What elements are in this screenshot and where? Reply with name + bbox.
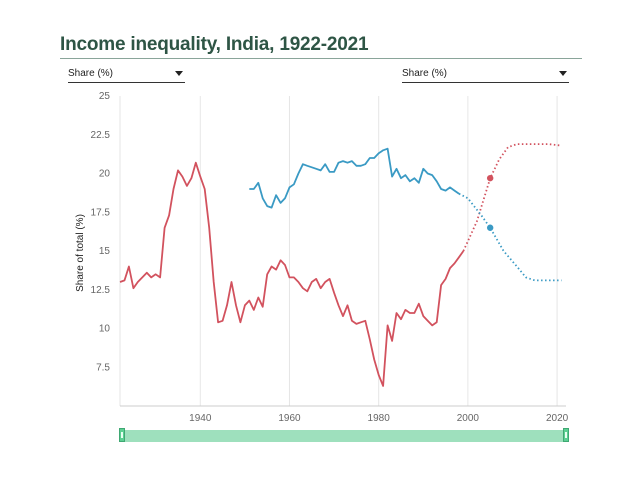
y-tick-label: 25 xyxy=(99,91,111,102)
y-tick-label: 22.5 xyxy=(91,130,111,141)
y-tick-label: 7.5 xyxy=(96,362,110,373)
y-tick-label: 10 xyxy=(99,324,111,335)
data-point-marker xyxy=(486,224,494,231)
left-dropdown-label: Share (%) xyxy=(68,68,114,79)
axes: 1940 1960 1980 2000 2020 7.5 10 12.5 15 17.5 20 22.… xyxy=(91,91,569,424)
chevron-down-icon xyxy=(559,71,567,76)
data-point-marker xyxy=(486,174,494,182)
chart-title: Income inequality, India, 1922-2021 xyxy=(60,34,369,55)
x-tick-label: 1980 xyxy=(368,413,391,424)
y-tick-label: 20 xyxy=(99,169,111,180)
range-slider-end-handle[interactable] xyxy=(563,428,569,442)
y-axis-label: Share of total (%) xyxy=(75,214,86,292)
left-metric-dropdown[interactable]: Share (%) xyxy=(68,66,185,83)
chevron-down-icon xyxy=(175,71,183,76)
x-tick-label: 2020 xyxy=(546,413,569,424)
x-tick-label: 2000 xyxy=(457,413,480,424)
y-tick-label: 12.5 xyxy=(91,285,111,296)
range-slider-start-handle[interactable] xyxy=(119,428,125,442)
series-lines xyxy=(119,143,562,387)
series-line xyxy=(119,161,465,387)
series-line xyxy=(249,147,460,209)
x-tick-label: 1940 xyxy=(189,413,212,424)
right-metric-dropdown[interactable]: Share (%) xyxy=(402,66,569,83)
right-dropdown-label: Share (%) xyxy=(402,68,448,79)
title-divider xyxy=(60,58,582,59)
range-slider-track[interactable] xyxy=(119,430,569,442)
grid-lines xyxy=(119,96,558,406)
x-tick-label: 1960 xyxy=(278,413,301,424)
dashed-series-line xyxy=(458,192,562,282)
series-markers xyxy=(486,174,494,231)
y-tick-label: 15 xyxy=(99,246,111,257)
dashed-series-line xyxy=(462,143,562,252)
y-tick-label: 17.5 xyxy=(91,207,111,218)
